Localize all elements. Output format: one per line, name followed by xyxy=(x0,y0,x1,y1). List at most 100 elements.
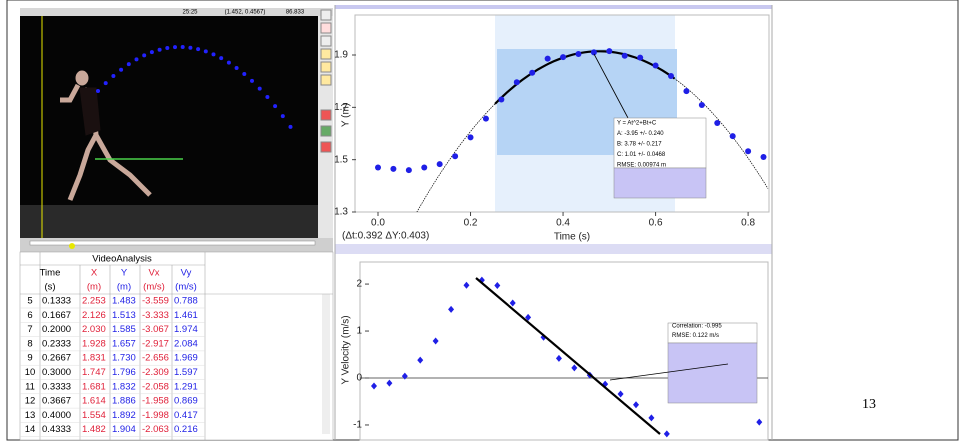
data-point xyxy=(648,414,655,422)
trajectory-dot xyxy=(226,60,231,65)
video-status: 86.833 xyxy=(286,10,305,16)
annotation-box xyxy=(667,342,758,404)
table-cell: 2.253 xyxy=(82,296,106,307)
annotation-box xyxy=(613,117,707,169)
y-axis-label: Y Velocity (m/s) xyxy=(341,315,352,384)
x-tick-label: 0.2 xyxy=(464,218,478,229)
trajectory-dot xyxy=(173,45,177,50)
data-point xyxy=(637,54,644,61)
table-cell: -1.998 xyxy=(142,410,169,421)
trajectory-dot xyxy=(180,45,185,50)
data-point xyxy=(448,305,455,313)
video-frame xyxy=(20,16,318,238)
table-cell: 0.1333 xyxy=(42,296,71,307)
trajectory-dot xyxy=(103,81,108,86)
data-point xyxy=(467,134,474,141)
row-number: 12 xyxy=(25,396,36,407)
data-point xyxy=(729,133,736,140)
row-number: 13 xyxy=(25,410,36,421)
data-point xyxy=(529,69,536,76)
x-tick-label: 0.0 xyxy=(371,218,385,229)
trajectory-dot xyxy=(242,72,247,77)
table-cell: 1.904 xyxy=(112,424,136,435)
data-point xyxy=(421,164,428,171)
table-title: VideoAnalysis xyxy=(92,254,152,265)
y-tick-label: -1 xyxy=(353,420,362,431)
y-tick-label: 2 xyxy=(356,279,362,290)
table-cell: 1.892 xyxy=(112,410,136,421)
y-tick-label: 1.7 xyxy=(334,102,348,113)
table-cell: 1.554 xyxy=(82,410,106,421)
dancer xyxy=(60,70,152,201)
y-tick-label: 0 xyxy=(356,373,362,384)
data-point xyxy=(633,401,640,409)
table-cell: 0.2333 xyxy=(42,338,71,349)
table-cell: 1.597 xyxy=(174,367,198,378)
column-header: X xyxy=(91,268,98,279)
annotation-box xyxy=(613,167,707,199)
table-cell: 0.3667 xyxy=(42,396,71,407)
row-number: 11 xyxy=(25,381,35,392)
data-point xyxy=(432,337,439,345)
table-cell: 1.747 xyxy=(82,367,106,378)
chart-panel-border xyxy=(335,5,772,9)
data-point xyxy=(375,164,381,171)
table-cell: -2.656 xyxy=(142,353,169,364)
row-number: 6 xyxy=(27,310,32,321)
data-point xyxy=(498,96,505,103)
trajectory-dot xyxy=(157,47,162,52)
video-status: 25:25 xyxy=(182,10,198,16)
data-point xyxy=(417,356,424,364)
table-cell: 1.513 xyxy=(112,310,136,321)
annotation-text: RMSE: 0.00974 m xyxy=(617,163,666,169)
y-tick-label: 1.9 xyxy=(334,50,348,61)
data-point xyxy=(575,50,582,57)
annotation-pointer xyxy=(593,53,629,119)
annotation-text: B: 3.78 +/- 0.217 xyxy=(617,142,662,148)
scrub-track[interactable] xyxy=(29,240,316,246)
annotation-text: Y = At^2+Bt+C xyxy=(617,121,657,127)
toolbar-icons xyxy=(320,9,332,153)
annotation-text: A: -3.95 +/- 0.240 xyxy=(617,131,664,137)
table-cell: 1.832 xyxy=(112,381,136,392)
table-cell: 0.4000 xyxy=(42,410,71,421)
data-point xyxy=(482,115,489,122)
data-point xyxy=(401,372,408,380)
trajectory-dot xyxy=(111,74,116,79)
table-cell: 1.796 xyxy=(112,367,136,378)
x-tick-label: 0.4 xyxy=(556,218,570,229)
video-header xyxy=(20,8,333,16)
trajectory-dot xyxy=(203,49,208,54)
table-cell: -3.559 xyxy=(142,296,169,307)
trajectory-dot xyxy=(188,45,193,50)
annotation-text: Correlation: -0.995 xyxy=(672,324,722,330)
data-point xyxy=(544,55,551,62)
table-cell: 0.2000 xyxy=(42,324,71,335)
annotation-pointer xyxy=(609,363,729,381)
table-cell: -1.958 xyxy=(142,396,169,407)
page-number: 13 xyxy=(862,397,876,412)
x-axis-label: Time (s) xyxy=(554,232,590,243)
column-unit: (m/s) xyxy=(143,282,165,293)
data-point xyxy=(756,418,763,426)
selection-delta: (Δt:0.392 ΔY:0.403) xyxy=(342,231,429,242)
trajectory-dot xyxy=(234,65,239,70)
column-unit: (m) xyxy=(87,282,101,293)
table-scrollbar[interactable] xyxy=(322,294,330,434)
data-point xyxy=(494,282,501,290)
column-unit: (m/s) xyxy=(175,282,197,293)
scrub-handle[interactable] xyxy=(69,243,75,249)
table-cell: 0.3000 xyxy=(42,367,71,378)
trajectory-dot xyxy=(126,62,131,67)
data-point xyxy=(571,364,578,372)
table-cell: 0.417 xyxy=(174,410,198,421)
data-point xyxy=(745,148,752,155)
data-point xyxy=(760,154,767,161)
data-point xyxy=(560,54,567,61)
column-unit: (m) xyxy=(117,282,131,293)
data-point xyxy=(590,49,597,56)
table-cell: 1.831 xyxy=(82,353,106,364)
table-cell: 0.4333 xyxy=(42,424,71,435)
trajectory-dot xyxy=(219,56,224,61)
trajectory-dot xyxy=(288,124,293,129)
